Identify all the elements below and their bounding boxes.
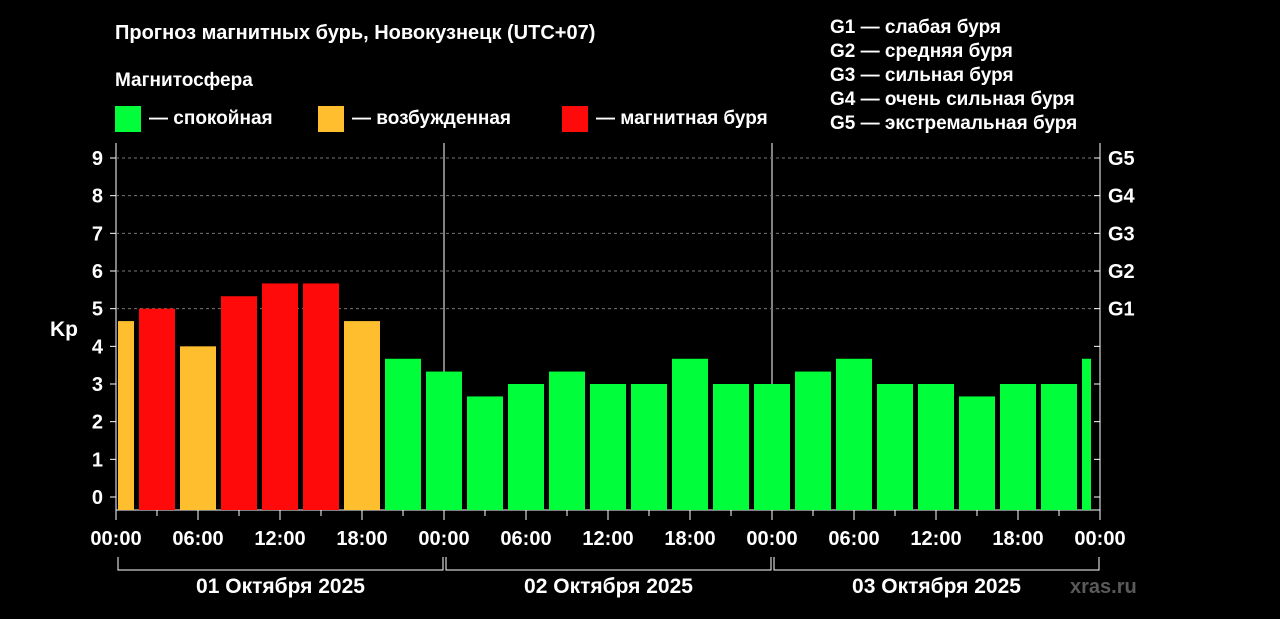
kp-bar [631, 384, 667, 510]
x-tick-label: 00:00 [1074, 528, 1125, 550]
legend-item-active: — возбужденная [318, 106, 511, 132]
kp-bar [385, 358, 421, 510]
kp-bar [836, 358, 872, 510]
kp-bar [221, 296, 257, 510]
kp-bar [180, 346, 216, 510]
kp-bar [918, 384, 954, 510]
legend-swatch-active [318, 106, 344, 132]
y-tick-label: 9 [92, 148, 103, 170]
kp-bar [303, 283, 339, 510]
magnetosphere-label: Магнитосфера [115, 70, 253, 91]
g-level-label: G2 [1108, 261, 1135, 283]
x-tick-label: 00:00 [418, 528, 469, 550]
kp-bar [262, 283, 298, 510]
y-tick-label: 6 [92, 261, 103, 283]
x-tick-label: 12:00 [910, 528, 961, 550]
x-tick-label: 06:00 [172, 528, 223, 550]
x-tick-label: 00:00 [90, 528, 141, 550]
kp-bar [1082, 358, 1091, 510]
x-tick-label: 00:00 [746, 528, 797, 550]
kp-bar [508, 384, 544, 510]
legend-swatch-storm [562, 106, 588, 132]
x-tick-label: 18:00 [336, 528, 387, 550]
legend-swatch-quiet [115, 106, 141, 132]
day-bracket [773, 557, 1100, 571]
x-tick-label: 06:00 [500, 528, 551, 550]
legend-item-quiet: — спокойная [115, 106, 273, 132]
y-tick-label: 8 [92, 186, 103, 208]
y-axis-title: Kp [50, 318, 78, 341]
kp-bar [754, 384, 790, 510]
g-legend-g5: G5 — экстремальная буря [830, 113, 1078, 134]
y-tick-label: 4 [92, 336, 104, 358]
legend-label-storm: — магнитная буря [596, 108, 768, 129]
g-legend-g4: G4 — очень сильная буря [830, 89, 1075, 110]
legend-item-storm: — магнитная буря [562, 106, 768, 132]
y-tick-label: 2 [92, 412, 103, 434]
x-tick-label: 12:00 [582, 528, 633, 550]
x-tick-label: 18:00 [664, 528, 715, 550]
day-label: 02 Октября 2025 [524, 575, 693, 598]
kp-bar [590, 384, 626, 510]
kp-bar [467, 396, 503, 510]
kp-bar [549, 371, 585, 510]
kp-bar [959, 396, 995, 510]
legend-label-quiet: — спокойная [149, 108, 273, 129]
chart-title: Прогноз магнитных бурь, Новокузнецк (UTC… [115, 22, 596, 44]
y-tick-label: 3 [92, 374, 103, 396]
day-label: 01 Октября 2025 [196, 575, 365, 598]
g-level-label: G4 [1108, 186, 1136, 208]
kp-bar [139, 308, 175, 510]
kp-bar [877, 384, 913, 510]
kp-bar [672, 358, 708, 510]
legend-label-active: — возбужденная [352, 108, 512, 129]
y-tick-label: 7 [92, 223, 103, 245]
y-tick-label: 0 [92, 487, 103, 509]
day-label: 03 Октября 2025 [852, 575, 1021, 598]
g-level-label: G5 [1108, 148, 1135, 170]
g-legend-g3: G3 — сильная буря [830, 65, 1014, 86]
day-bracket [445, 557, 772, 571]
x-tick-label: 06:00 [828, 528, 879, 550]
g-level-label: G3 [1108, 223, 1135, 245]
y-tick-label: 1 [92, 449, 103, 471]
kp-bar [1000, 384, 1036, 510]
g-scale-legend: G1 — слабая буря G2 — средняя буря G3 — … [830, 16, 1077, 136]
g-legend-g2: G2 — средняя буря [830, 41, 1013, 62]
kp-bar [426, 371, 462, 510]
g-legend-g1: G1 — слабая буря [830, 17, 1002, 38]
x-tick-label: 12:00 [254, 528, 305, 550]
day-bracket [117, 557, 444, 571]
kp-bar [118, 321, 134, 510]
kp-bar [344, 321, 380, 510]
y-tick-label: 5 [92, 299, 103, 321]
kp-bar [795, 371, 831, 510]
kp-bar [713, 384, 749, 510]
kp-bar [1041, 384, 1077, 510]
x-tick-label: 18:00 [992, 528, 1043, 550]
g-level-label: G1 [1108, 299, 1135, 321]
watermark: xras.ru [1070, 576, 1137, 598]
